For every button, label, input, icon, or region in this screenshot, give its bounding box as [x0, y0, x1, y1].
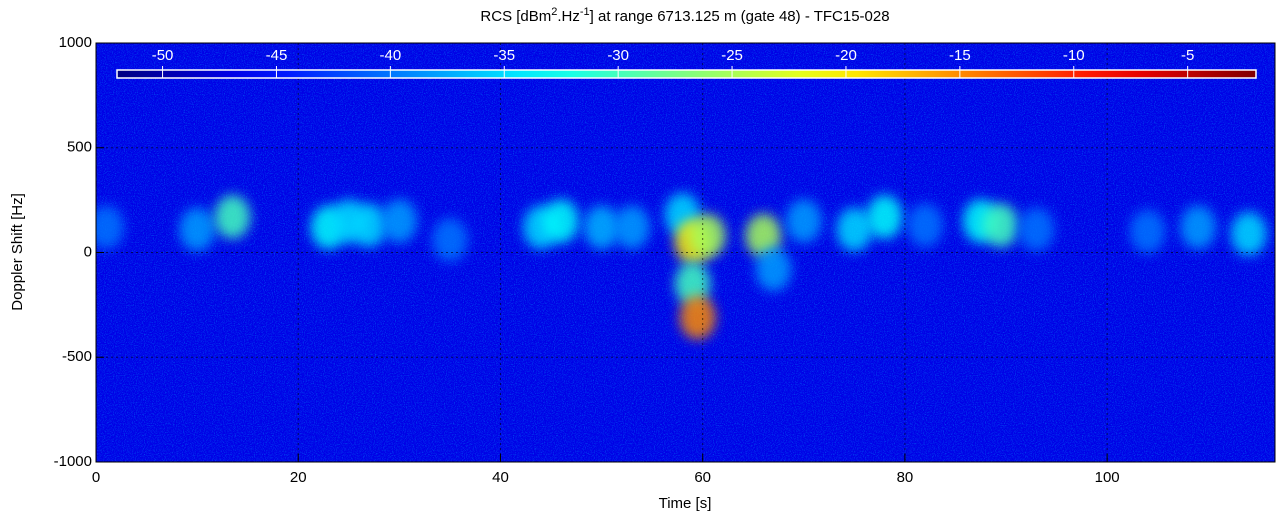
echo: [351, 203, 388, 248]
echo: [1129, 209, 1166, 254]
colorbar-tick-label: -30: [607, 47, 629, 64]
x-tick-label: 20: [290, 469, 307, 486]
echo: [866, 194, 903, 239]
chart-title: RCS [dBm2.Hz-1] at range 6713.125 m (gat…: [480, 6, 889, 25]
x-tick-label: 100: [1095, 469, 1120, 486]
title-part: 2: [551, 6, 557, 18]
title-part: .Hz: [557, 8, 580, 25]
echo: [96, 205, 125, 250]
echo: [1180, 205, 1217, 250]
echo: [214, 194, 251, 239]
colorbar: [116, 69, 1257, 79]
plot-area: [96, 43, 1275, 462]
echo: [745, 213, 782, 258]
echo: [679, 295, 716, 340]
x-tick-label: 60: [694, 469, 711, 486]
echo: [836, 207, 873, 252]
echo: [755, 247, 792, 292]
echo: [982, 203, 1019, 248]
colorbar-tick-label: -40: [380, 47, 402, 64]
echo: [583, 205, 620, 250]
echo: [907, 203, 944, 248]
y-tick-label: 1000: [59, 34, 92, 51]
x-tick-label: 80: [897, 469, 914, 486]
colorbar-tick-label: -5: [1181, 47, 1194, 64]
colorbar-tick-label: -20: [835, 47, 857, 64]
x-tick-label: 0: [92, 469, 100, 486]
plot-frame: [95, 42, 1276, 463]
colorbar-tick-label: -10: [1063, 47, 1085, 64]
y-tick-label: -1000: [54, 453, 92, 470]
axes: 0 20 40 60 80 100 -1000 -500 0 500 1000 -50 -45 -40 -3…: [54, 34, 1276, 486]
colorbar-tick-label: -35: [493, 47, 515, 64]
echo: [785, 199, 822, 244]
colorbar-tick-label: -45: [266, 47, 288, 64]
y-tick-label: 500: [67, 139, 92, 156]
echo: [431, 217, 468, 262]
y-axis-label: Doppler Shift [Hz]: [9, 193, 26, 311]
title-part: -1: [580, 6, 590, 18]
y-tick-label: -500: [62, 348, 92, 365]
echo: [689, 213, 726, 258]
echo: [1018, 207, 1055, 252]
echo: [179, 207, 216, 252]
x-tick-label: 40: [492, 469, 509, 486]
colorbar-tick-label: -50: [152, 47, 174, 64]
echo: [674, 261, 711, 306]
echo: [613, 205, 650, 250]
colorbar-tick-label: -25: [721, 47, 743, 64]
echo: [1230, 211, 1267, 256]
echo: [381, 199, 418, 244]
echo: [543, 199, 580, 244]
x-axis-label: Time [s]: [659, 495, 712, 512]
title-part: RCS [dBm: [480, 8, 551, 25]
title-part: ] at range 6713.125 m (gate 48) - TFC15-…: [590, 8, 890, 25]
y-tick-label: 0: [84, 243, 92, 260]
colorbar-tick-label: -15: [949, 47, 971, 64]
